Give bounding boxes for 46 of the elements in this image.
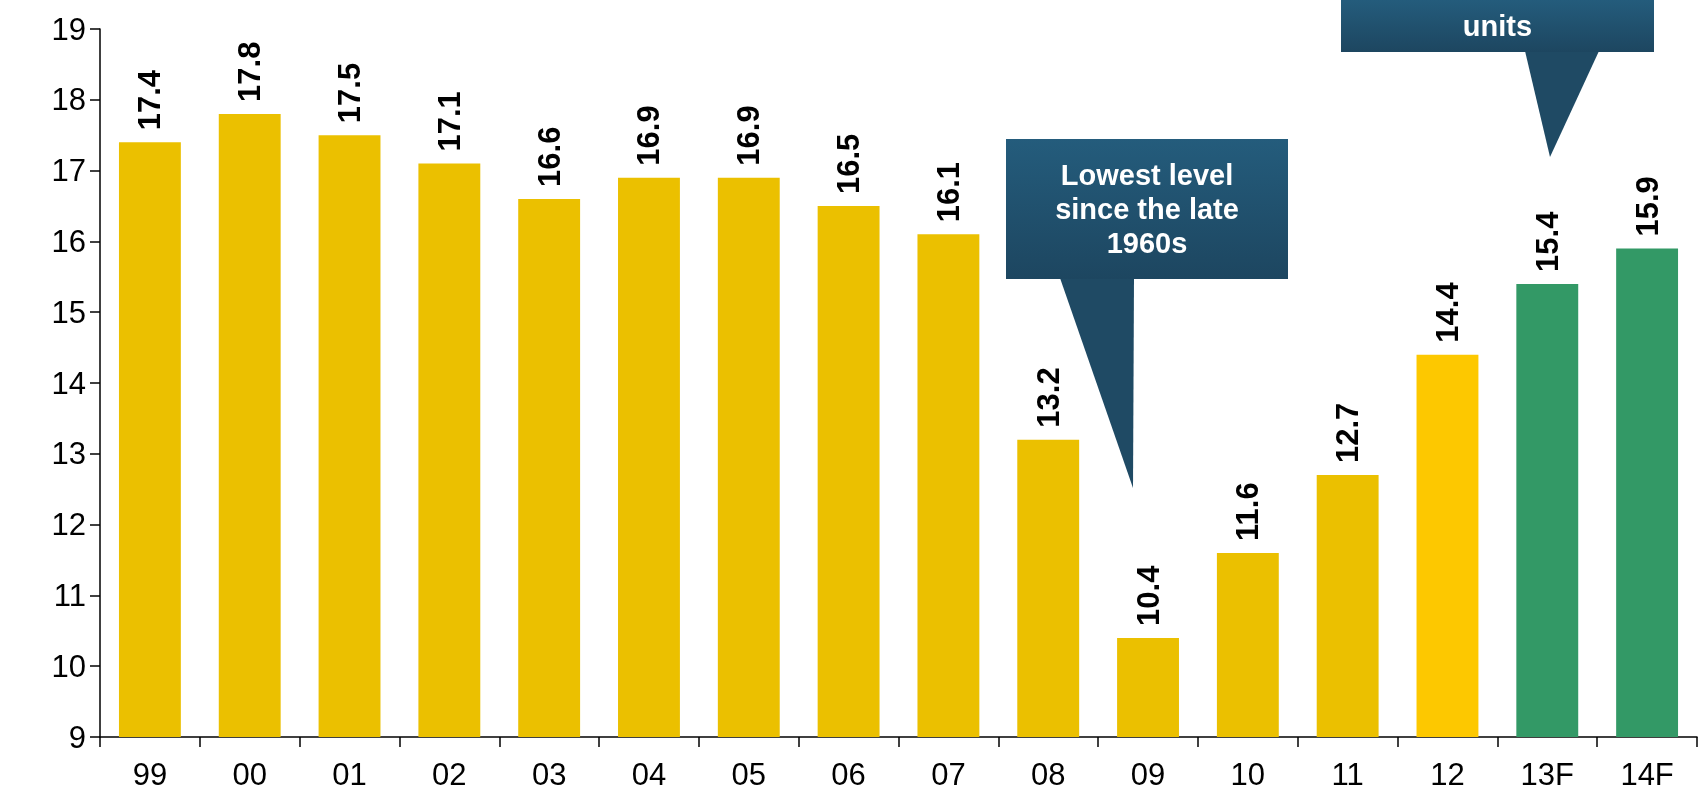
x-tick-label: 02 — [432, 757, 467, 792]
y-tick-label: 18 — [51, 82, 86, 118]
x-tick-label: 99 — [132, 757, 168, 792]
y-tick-label: 11 — [53, 577, 86, 613]
x-tick-label: 09 — [1130, 757, 1166, 792]
x-tick-label: 00 — [232, 757, 267, 792]
x-tick-label: 12 — [1430, 757, 1465, 792]
x-tick-label: 01 — [332, 757, 367, 792]
y-tick-label: 9 — [68, 719, 86, 755]
data-label: 16.9 — [731, 105, 767, 166]
y-tick-label: 19 — [51, 11, 86, 47]
x-tick-label: 10 — [1230, 757, 1266, 792]
data-label: 12.7 — [1330, 402, 1366, 464]
x-tick-label: 07 — [931, 757, 966, 792]
data-label: 17.8 — [232, 41, 268, 102]
x-tick-label: 06 — [831, 757, 866, 792]
data-label: 15.4 — [1529, 210, 1565, 272]
data-label: 11.6 — [1230, 482, 1266, 541]
data-label: 16.1 — [930, 161, 966, 223]
data-label: 14.4 — [1429, 281, 1465, 343]
x-tick-label: 03 — [531, 757, 567, 792]
x-tick-label: 13F — [1520, 757, 1574, 792]
annotation: units — [1341, 0, 1654, 52]
data-label: 17.1 — [431, 91, 467, 152]
y-tick-label: 14 — [51, 365, 86, 401]
data-label: 16.9 — [631, 105, 667, 166]
y-tick-label: 16 — [51, 223, 86, 259]
x-tick-label: 04 — [631, 757, 667, 792]
x-tick-label: 14F — [1620, 757, 1674, 792]
data-label: 15.9 — [1629, 176, 1665, 237]
data-label: 17.5 — [332, 62, 368, 124]
data-label: 13.2 — [1030, 367, 1066, 428]
data-label: 16.5 — [831, 133, 867, 194]
x-tick-label: 05 — [731, 757, 767, 792]
y-tick-label: 12 — [51, 507, 86, 543]
x-tick-label: 11 — [1331, 757, 1364, 792]
annotation: Lowest level since the late 1960s — [1006, 139, 1288, 279]
data-label: 10.4 — [1130, 564, 1166, 626]
x-tick-label: 08 — [1030, 757, 1066, 792]
y-tick-label: 17 — [51, 153, 86, 189]
data-label: 17.4 — [132, 69, 168, 131]
data-label: 16.6 — [531, 126, 567, 187]
y-tick-label: 13 — [51, 436, 86, 472]
speech-bubble: units — [1341, 0, 1654, 157]
y-tick-label: 15 — [51, 294, 86, 330]
y-tick-label: 10 — [51, 648, 86, 684]
